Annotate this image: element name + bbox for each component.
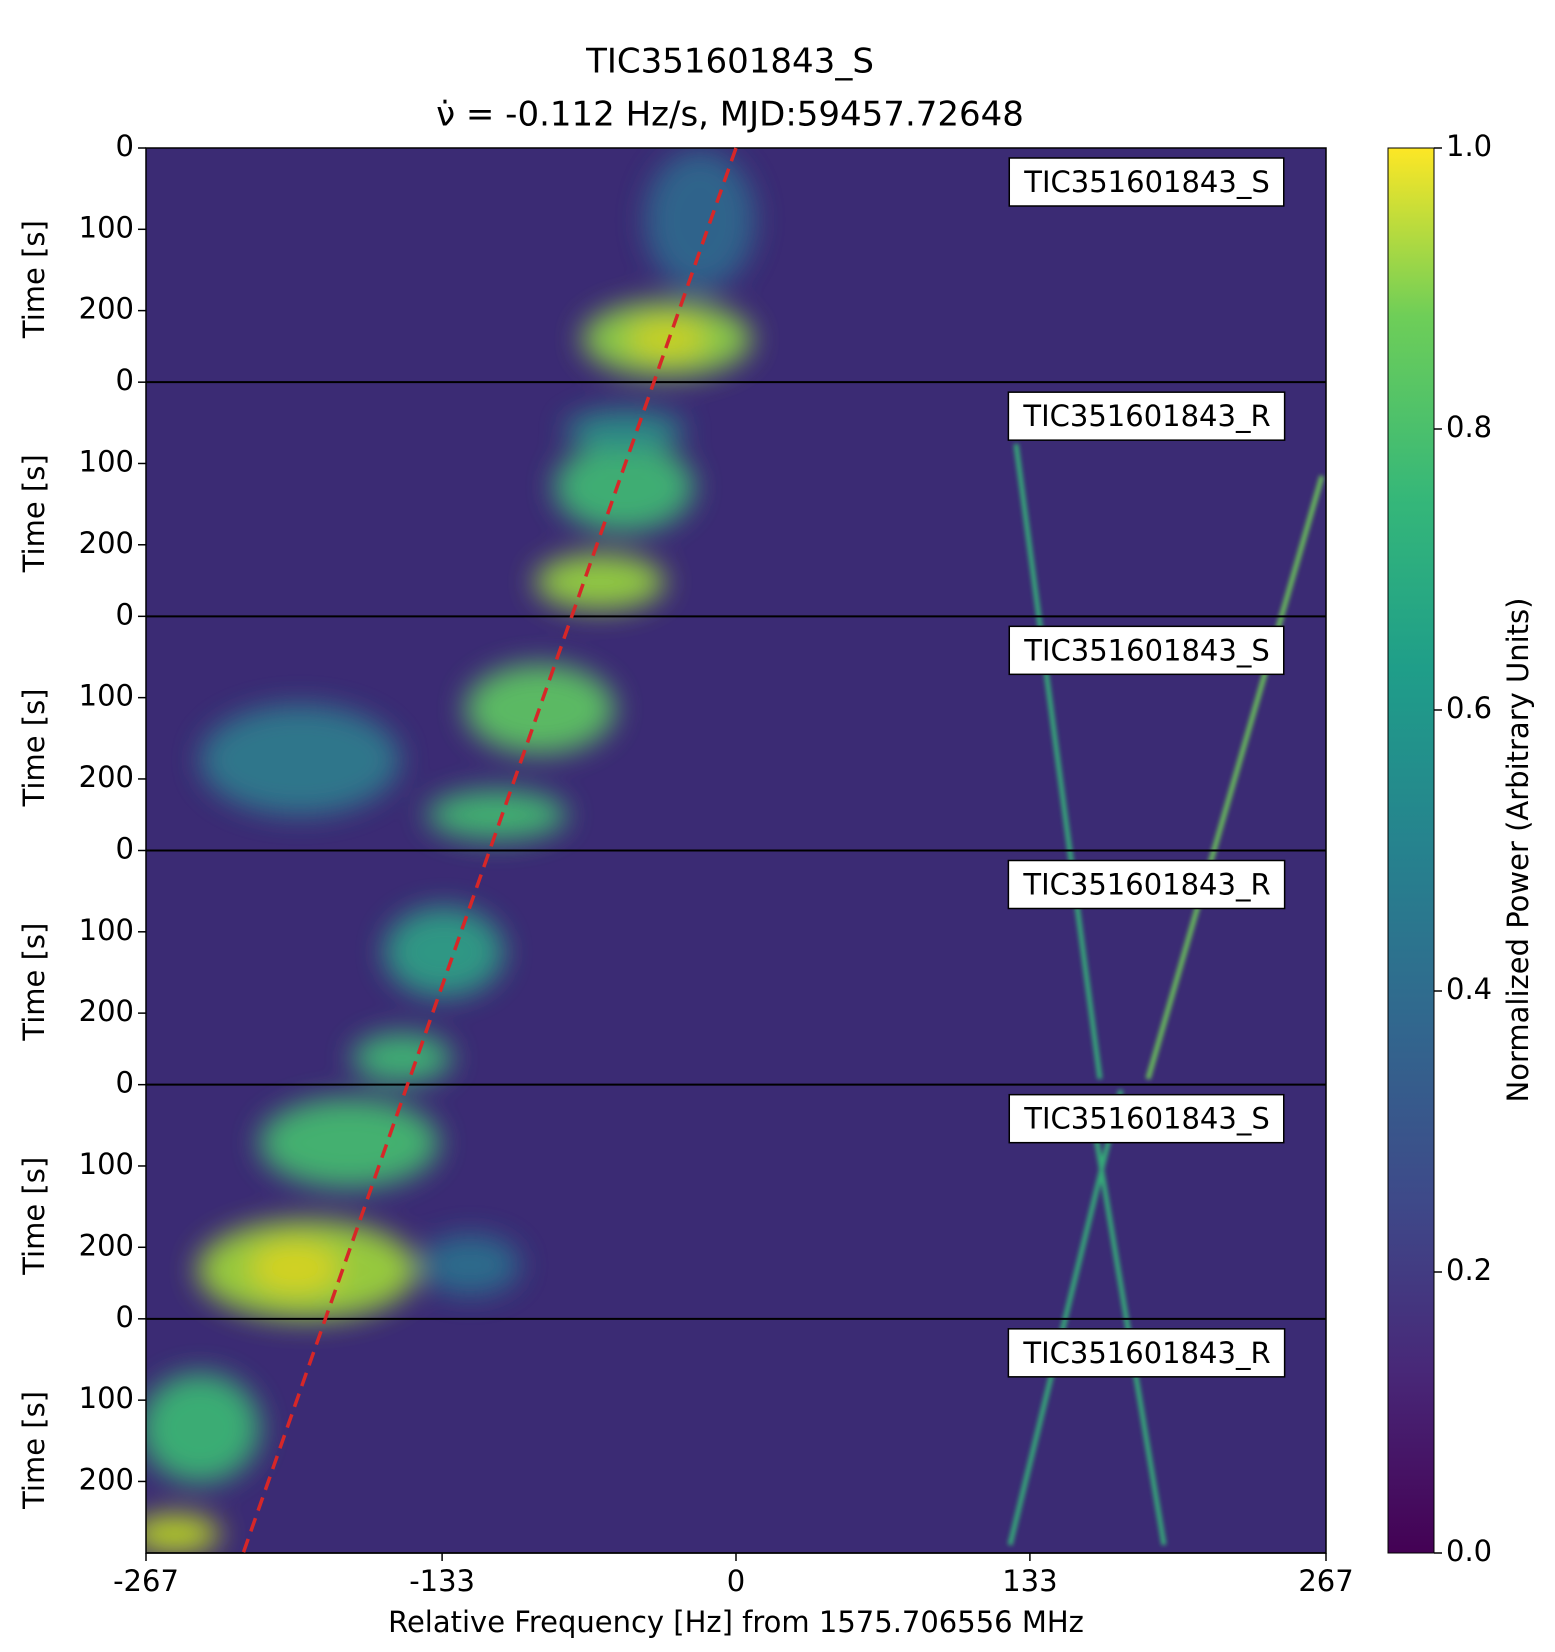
panel-label: TIC351601843_S [1023,165,1269,199]
drift-line [241,147,738,1554]
colorbar-tick-label: 0.6 [1446,691,1492,725]
panel-label-box [1008,625,1285,676]
x-axis-label: Relative Frequency [Hz] from 1575.706556… [388,1605,1084,1639]
y-tick-label: 100 [79,1147,134,1181]
y-axis-label: Time [s] [17,1157,51,1276]
y-tick-label: 0 [116,129,134,163]
panel-label-box [1008,1093,1285,1144]
y-tick-label: 100 [79,913,134,947]
panel-label-box [1007,1328,1286,1378]
panel-label: TIC351601843_R [1022,868,1270,902]
y-tick-label: 200 [79,1228,134,1262]
y-axis-label: Time [s] [17,688,51,807]
y-tick-label: 100 [79,210,134,244]
y-tick-label: 0 [116,832,134,866]
y-tick-label: 0 [116,1300,134,1334]
panel-label: TIC351601843_R [1022,399,1270,433]
y-tick-label: 0 [116,363,134,397]
y-tick-label: 200 [79,760,134,794]
chart-subtitle: ν̇ = -0.112 Hz/s, MJD:59457.72648 [436,95,1024,135]
chart-title: TIC351601843_S [585,42,874,82]
colorbar-tick-label: 0.4 [1446,972,1492,1006]
panel-label: TIC351601843_R [1022,1336,1270,1370]
colorbar-tick-label: 1.0 [1446,129,1492,163]
colorbar-label: Normalized Power (Arbitrary Units) [1501,598,1535,1103]
x-tick-label: -267 [113,1564,179,1598]
colorbar [1387,147,1435,1554]
y-axis-label: Time [s] [17,454,51,573]
y-tick-label: 200 [79,292,134,326]
y-axis-label: Time [s] [17,923,51,1042]
y-axis-label: Time [s] [17,220,51,339]
y-tick-label: 0 [116,597,134,631]
panel-label: TIC351601843_S [1023,633,1269,667]
colorbar-tick-label: 0.2 [1446,1253,1492,1287]
y-axis-label: Time [s] [17,1391,51,1510]
y-tick-label: 200 [79,1462,134,1496]
panel-label: TIC351601843_S [1023,1102,1269,1136]
y-tick-label: 100 [79,1381,134,1415]
y-tick-label: 100 [79,444,134,478]
colorbar-tick-label: 0.8 [1446,410,1492,444]
y-tick-label: 100 [79,679,134,713]
panel-label-box [1008,157,1285,207]
panel-label-box [1007,859,1286,910]
x-tick-label: 0 [727,1564,745,1598]
y-tick-label: 200 [79,526,134,560]
x-tick-label: 133 [1002,1564,1057,1598]
y-tick-label: 200 [79,994,134,1028]
colorbar-tick-label: 0.0 [1446,1534,1492,1568]
panel-label-box [1007,391,1286,441]
x-tick-label: 267 [1298,1564,1353,1598]
y-tick-label: 0 [116,1066,134,1100]
x-tick-label: -133 [409,1564,475,1598]
